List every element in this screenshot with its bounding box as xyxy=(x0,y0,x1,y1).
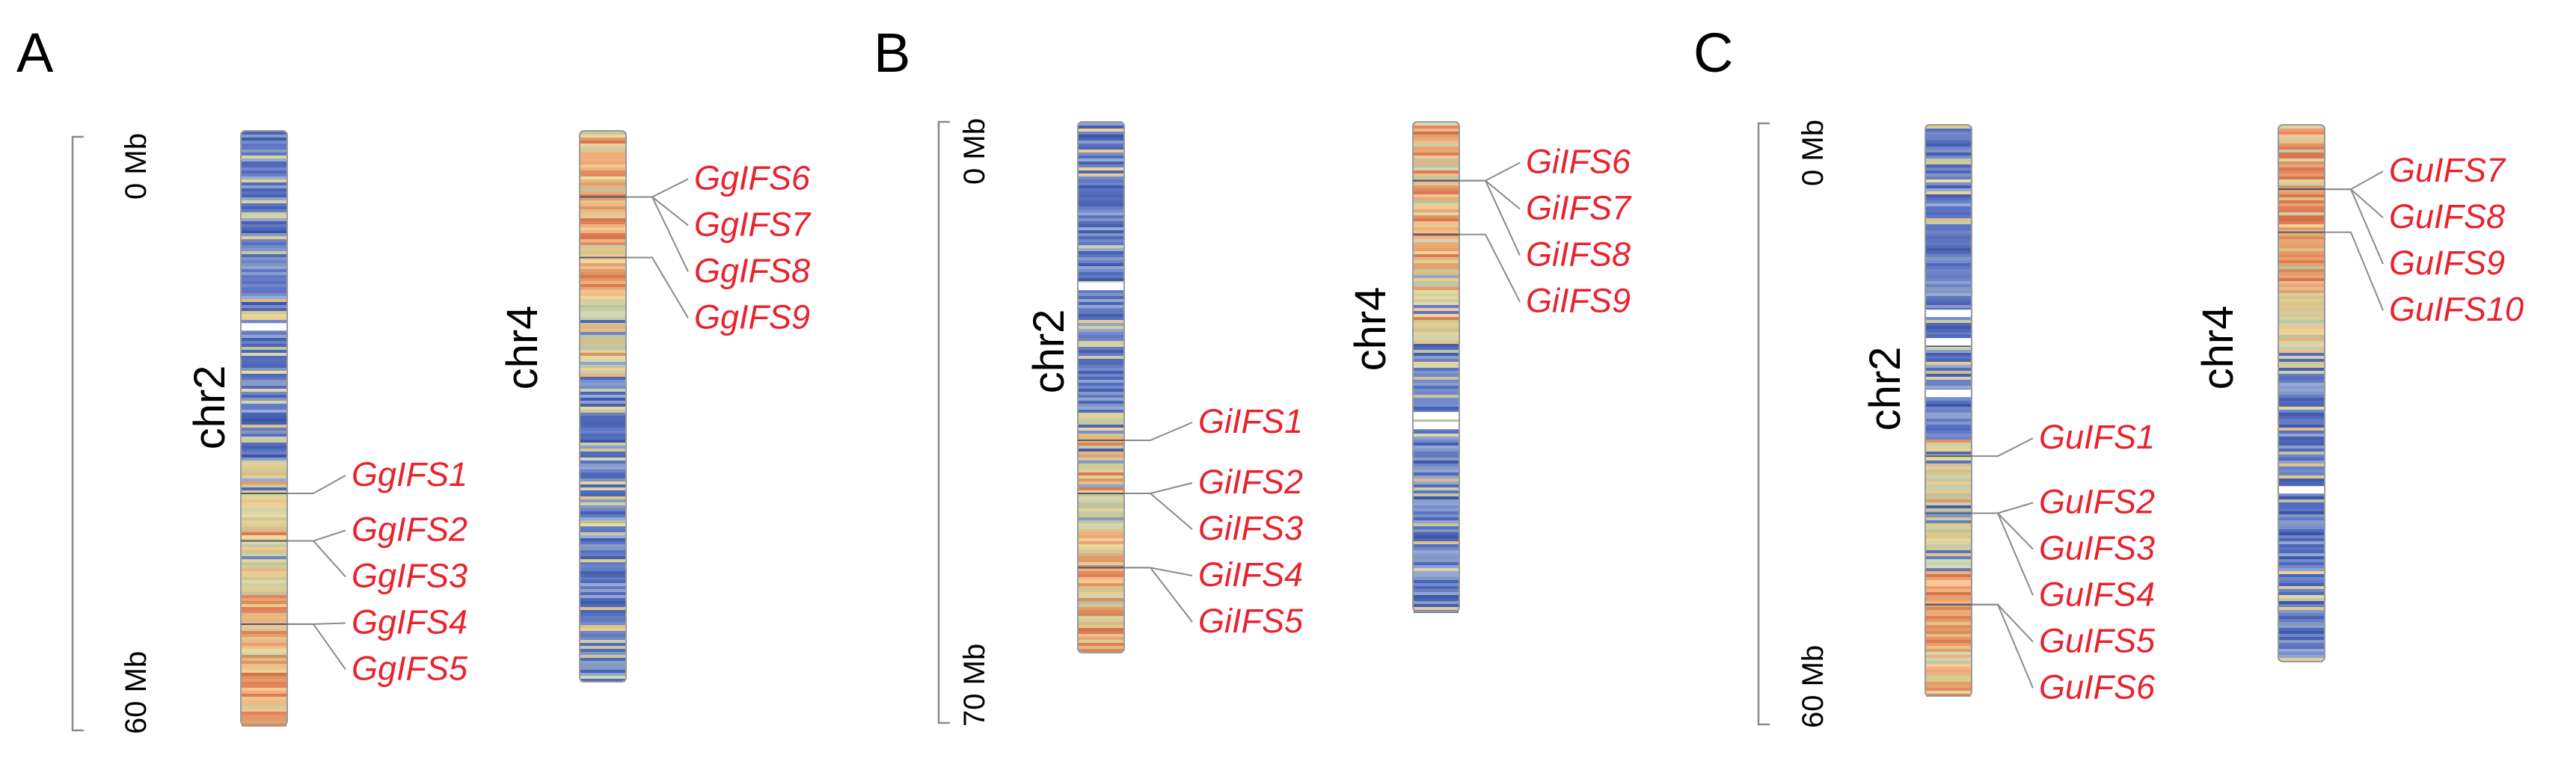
chromosome-label: chr2 xyxy=(1861,347,1910,431)
gene-leader-line xyxy=(2325,188,2384,265)
gene-label: GuIFS9 xyxy=(2389,244,2505,282)
gene-leader-line xyxy=(1972,603,2034,643)
gap-band xyxy=(1414,412,1459,419)
chromosome-label: chr4 xyxy=(2194,306,2242,390)
panel-a: A 0 Mb 60 Mb chr2 GgIFS1GgIFS2GgIFS3GgIF… xyxy=(16,22,812,734)
gene-label: GuIFS1 xyxy=(2039,418,2155,456)
scale-top-label: 0 Mb xyxy=(1797,120,1830,186)
gene-leader-line xyxy=(626,178,689,198)
gene-label: GiIFS9 xyxy=(1526,282,1631,320)
chromosome-bar: GiIFS1 GiIFS2 GiIFS3 GiIFS4 GiIFS5 xyxy=(1077,121,1304,653)
chromosome-label: chr2 xyxy=(185,366,234,450)
gene-leader-line xyxy=(2325,170,2384,191)
gene-leader-line xyxy=(1124,567,1193,623)
gene-label: GuIFS7 xyxy=(2389,151,2506,189)
gene-label: GiIFS2 xyxy=(1198,463,1303,501)
chromosome-chr2: chr2 GgIFS1 GgIFS2 GgIFS3 GgIFS4 GgIFS5 xyxy=(185,130,468,727)
gene-leader-line xyxy=(1972,512,2034,596)
chromosome-bar: GuIFS7 GuIFS8 GuIFS9 GuIFS10 xyxy=(2278,124,2524,662)
gene-leader-line xyxy=(287,623,346,671)
scale-top-label: 0 Mb xyxy=(958,118,991,185)
gap-band xyxy=(1926,389,1971,398)
gene-leader-line xyxy=(626,196,689,227)
gene-label: GuIFS8 xyxy=(2389,197,2505,235)
gene-leader-line xyxy=(2325,188,2384,218)
gene-label: GiIFS4 xyxy=(1198,555,1303,594)
chromosome-label: chr4 xyxy=(498,306,547,390)
gene-leader-line xyxy=(2325,231,2384,311)
gap-band xyxy=(242,323,286,331)
chromosome-bar: GgIFS1 GgIFS2 GgIFS3 GgIFS4 GgIFS5 xyxy=(240,130,468,727)
gene-label: GiIFS7 xyxy=(1526,189,1632,227)
gene-label: GgIFS7 xyxy=(694,205,812,243)
gene-label: GiIFS1 xyxy=(1198,402,1303,440)
panel-label: C xyxy=(1693,22,1733,84)
chromosome-label: chr4 xyxy=(1346,287,1395,372)
chromosome-chr2: chr2 GuIFS1GuIFS2GuIFS3GuIFS4GuIFS5GuIFS… xyxy=(1861,124,2156,706)
gene-label: GgIFS2 xyxy=(352,511,467,549)
gene-label: GuIFS10 xyxy=(2389,290,2524,328)
gene-leader-line xyxy=(1459,233,1521,303)
gene-leader-line xyxy=(287,529,346,542)
gene-leader-line xyxy=(1972,603,2034,689)
gene-label: GuIFS6 xyxy=(2039,668,2156,706)
gap-band xyxy=(1926,309,1971,318)
panel-c: C 0 Mb 60 Mb chr2 GuIFS1GuIFS2GuIFS3GuIF… xyxy=(1693,22,2524,728)
gap-band xyxy=(2279,486,2324,494)
gene-leader-line xyxy=(287,475,346,494)
gene-leader-line xyxy=(626,196,689,272)
gene-leader-line xyxy=(1972,512,2034,550)
chromosome-chr2: chr2 GiIFS1 GiIFS2 GiIFS3 GiIFS4 GiIFS5 xyxy=(1025,121,1304,653)
gene-leader-line xyxy=(1124,567,1193,576)
scale-bar: 0 Mb 60 Mb xyxy=(71,133,153,734)
panel-label: A xyxy=(16,22,54,84)
panel-b: B 0 Mb 70 Mb chr2 GiIFS1GiIFS2GiIFS3GiIF… xyxy=(874,22,1632,727)
gene-label: GgIFS1 xyxy=(352,455,467,493)
scale-bottom-label: 60 Mb xyxy=(120,651,153,734)
chromosome-label: chr2 xyxy=(1025,309,1073,394)
gene-leader-line xyxy=(1972,502,2034,514)
gene-label: GiIFS3 xyxy=(1198,509,1303,547)
gene-label: GuIFS5 xyxy=(2039,622,2156,660)
gene-label: GuIFS3 xyxy=(2039,529,2155,567)
gene-leader-line xyxy=(626,256,689,318)
gene-label: GgIFS6 xyxy=(694,158,811,197)
gene-label: GgIFS8 xyxy=(694,251,810,289)
gene-leader-line xyxy=(1972,437,2034,458)
chromosome-chr4: chr4 GiIFS6 GiIFS7 GiIFS8 GiIFS9 xyxy=(1346,121,1632,613)
gene-label: GiIFS6 xyxy=(1526,143,1631,181)
gene-leader-line xyxy=(1459,161,1521,182)
gene-leader-line xyxy=(1459,179,1521,256)
gene-label: GgIFS9 xyxy=(694,298,810,336)
gap-band xyxy=(1414,422,1459,430)
chromosome-chr4: chr4 GuIFS7 GuIFS8 GuIFS9 GuIFS10 xyxy=(2194,124,2524,662)
gene-leader-line xyxy=(1124,493,1193,530)
chromosome-bar: GuIFS1 GuIFS2 GuIFS3 GuIFS4 GuIFS5 GuIFS6 xyxy=(1925,124,2156,706)
chromosome-bar: GgIFS6 GgIFS7 GgIFS8 GgIFS9 xyxy=(579,130,812,683)
gene-label: GuIFS4 xyxy=(2039,576,2155,614)
panel-label: B xyxy=(874,22,910,84)
scale-bottom-label: 70 Mb xyxy=(958,644,991,727)
gene-label: GgIFS4 xyxy=(352,603,467,641)
chromosome-bar: GiIFS6 GiIFS7 GiIFS8 GiIFS9 xyxy=(1412,121,1632,613)
gene-leader-line xyxy=(1459,179,1521,210)
gap-band xyxy=(1079,283,1123,291)
scale-bottom-label: 60 Mb xyxy=(1797,645,1830,728)
gene-label: GgIFS5 xyxy=(352,650,468,688)
gap-band xyxy=(1926,338,1971,346)
scale-bar: 0 Mb 70 Mb xyxy=(937,118,991,727)
scale-bar: 0 Mb 60 Mb xyxy=(1757,120,1830,728)
gene-label: GiIFS8 xyxy=(1526,235,1631,274)
gene-label: GiIFS5 xyxy=(1198,602,1304,640)
gene-label: GgIFS3 xyxy=(352,557,467,595)
gene-leader-line xyxy=(1124,422,1193,441)
gene-label: GuIFS2 xyxy=(2039,483,2155,521)
chromosome-chr4: chr4 GgIFS6 GgIFS7 GgIFS8 GgIFS9 xyxy=(498,130,812,683)
gene-leader-line xyxy=(1124,482,1193,494)
scale-top-label: 0 Mb xyxy=(120,133,153,200)
gene-leader-line xyxy=(287,540,346,578)
